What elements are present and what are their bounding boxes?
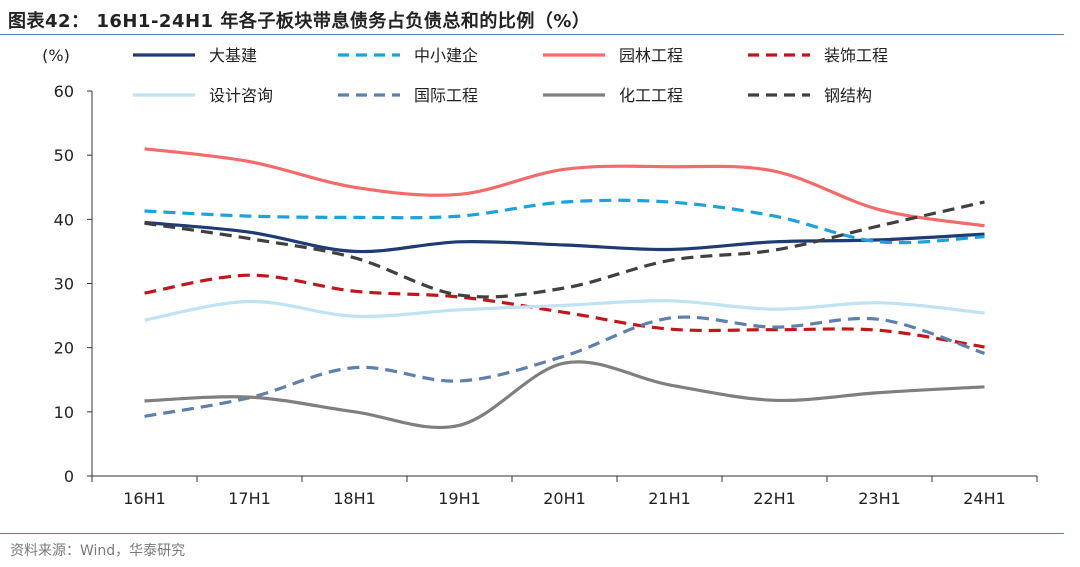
- y-tick-label: 30: [54, 275, 74, 294]
- legend-label-7: 化工工程: [619, 86, 683, 105]
- source-divider: [0, 533, 1064, 534]
- legend-label-8: 钢结构: [824, 86, 872, 105]
- x-tick-label: 24H1: [963, 489, 1006, 508]
- x-tick-label: 23H1: [858, 489, 901, 508]
- series-line-8: [144, 200, 985, 299]
- y-tick-label: 50: [54, 146, 74, 165]
- chart-series: [144, 147, 985, 430]
- chart-axes: 0 10 20 30 40 50 60 (%) 16H1 17H1 18H1 19H1 20H1 21H1…: [42, 46, 1038, 508]
- y-tick-label: 60: [54, 82, 74, 101]
- legend-label-3: 园林工程: [619, 46, 683, 65]
- series-line-6: [144, 315, 985, 418]
- x-tick-label: 18H1: [333, 489, 376, 508]
- y-tick-label: 0: [64, 467, 74, 486]
- series-line-5: [144, 299, 985, 322]
- series-line-2: [144, 198, 985, 245]
- y-tick-label: 10: [54, 403, 74, 422]
- x-tick-label: 19H1: [438, 489, 481, 508]
- series-line-4: [144, 273, 985, 349]
- legend-label-4: 装饰工程: [824, 46, 888, 65]
- series-line-1: [144, 220, 985, 254]
- legend-label-1: 大基建: [209, 46, 257, 65]
- legend-label-2: 中小建企: [414, 46, 478, 65]
- series-line-7: [144, 360, 985, 430]
- title-divider: [0, 34, 1064, 35]
- series-line-3: [144, 147, 985, 228]
- x-tick-label: 17H1: [228, 489, 271, 508]
- legend-label-5: 设计咨询: [209, 86, 273, 105]
- x-tick-label: 22H1: [753, 489, 796, 508]
- y-unit-label: (%): [42, 46, 70, 65]
- source-note: 资料来源：Wind，华泰研究: [10, 543, 186, 559]
- x-tick-label: 16H1: [123, 489, 166, 508]
- y-tick-label: 20: [54, 339, 74, 358]
- y-tick-label: 40: [54, 210, 74, 229]
- legend-label-6: 国际工程: [414, 86, 478, 105]
- x-tick-label: 20H1: [543, 489, 586, 508]
- chart-title: 图表42： 16H1-24H1 年各子板块带息债务占负债总和的比例（%）: [8, 11, 591, 32]
- x-tick-label: 21H1: [648, 489, 691, 508]
